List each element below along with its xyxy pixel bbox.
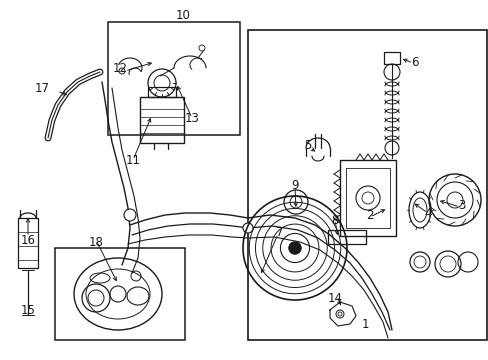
Text: 17: 17 bbox=[35, 81, 49, 95]
Text: 11: 11 bbox=[125, 153, 140, 166]
Text: 15: 15 bbox=[20, 303, 35, 316]
Text: 16: 16 bbox=[20, 234, 36, 247]
Bar bbox=[346, 168, 389, 228]
Text: 13: 13 bbox=[184, 112, 199, 125]
Bar bbox=[18, 218, 38, 268]
Text: 1: 1 bbox=[361, 319, 368, 332]
Bar bbox=[383, 52, 399, 64]
Text: 9: 9 bbox=[291, 179, 298, 192]
Circle shape bbox=[124, 209, 136, 221]
Bar bbox=[339, 160, 395, 236]
Text: 6: 6 bbox=[410, 55, 418, 68]
Circle shape bbox=[288, 242, 301, 254]
Text: 18: 18 bbox=[88, 235, 103, 248]
Circle shape bbox=[243, 223, 252, 233]
Bar bbox=[327, 230, 365, 244]
Text: 4: 4 bbox=[424, 207, 431, 220]
Text: 8: 8 bbox=[331, 213, 338, 226]
Text: 3: 3 bbox=[457, 198, 465, 212]
Bar bbox=[247, 30, 486, 340]
Text: 14: 14 bbox=[327, 292, 342, 305]
Bar bbox=[55, 248, 184, 340]
Text: 7: 7 bbox=[276, 225, 283, 239]
Text: 5: 5 bbox=[304, 139, 311, 152]
Bar bbox=[108, 22, 240, 135]
Text: 10: 10 bbox=[175, 9, 190, 22]
Text: 2: 2 bbox=[366, 208, 373, 221]
Text: 12: 12 bbox=[112, 62, 127, 75]
Bar bbox=[148, 87, 176, 97]
Bar bbox=[140, 97, 183, 143]
